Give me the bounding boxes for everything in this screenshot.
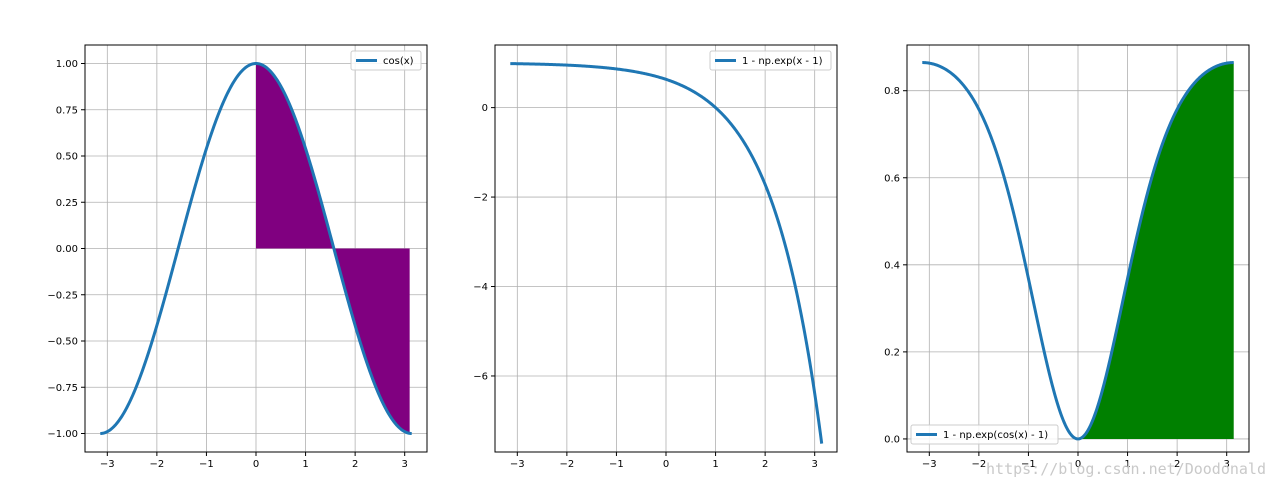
legend-label: cos(x) xyxy=(383,56,414,67)
y-tick-label: −0.50 xyxy=(47,337,78,348)
legend: 1 - np.exp(x - 1) xyxy=(709,50,832,71)
x-tick-label: 2 xyxy=(762,459,768,470)
x-tick-label: −1 xyxy=(199,459,214,470)
y-tick-label: 0.50 xyxy=(56,152,78,163)
legend-box xyxy=(350,50,422,71)
x-tick-label: 3 xyxy=(1224,459,1230,470)
x-tick-label: 3 xyxy=(812,459,818,470)
y-tick-label: −6 xyxy=(473,371,488,382)
y-tick-label: 0.4 xyxy=(884,260,900,271)
y-tick-label: 0.8 xyxy=(884,86,900,97)
x-tick-label: 1 xyxy=(1124,459,1130,470)
subplot-exp-cos: −3 −2 −1 0 1 2 3 0.0 0.2 0.4 0.6 0.8 1 - np.exp(cos(… xyxy=(884,44,1250,470)
x-tick-label: −1 xyxy=(609,459,624,470)
x-tick-label: −2 xyxy=(149,459,164,470)
y-tick-label: 0.6 xyxy=(884,173,900,184)
x-tick-label: 0 xyxy=(253,459,259,470)
x-tick-label: 0 xyxy=(663,459,669,470)
y-tick-label: 0 xyxy=(482,103,488,114)
x-tick-label: −1 xyxy=(1021,459,1036,470)
x-tick-label: −3 xyxy=(922,459,937,470)
y-tick-label: −0.75 xyxy=(47,383,78,394)
y-tick-label: 0.25 xyxy=(56,198,78,209)
x-tick-label: 2 xyxy=(1174,459,1180,470)
x-tick-label: −3 xyxy=(510,459,525,470)
x-tick-label: 0 xyxy=(1075,459,1081,470)
y-tick-label: 0.0 xyxy=(884,434,900,445)
legend-box xyxy=(709,50,832,71)
legend-box xyxy=(910,424,1059,445)
x-tick-label: −2 xyxy=(559,459,574,470)
y-tick-label: 1.00 xyxy=(56,59,78,70)
y-tick-label: −1.00 xyxy=(47,429,78,440)
x-tick-label: 2 xyxy=(352,459,358,470)
y-tick-label: −4 xyxy=(473,282,488,293)
x-tick-label: 3 xyxy=(402,459,408,470)
watermark: https://blog.csdn.net/Doodonald xyxy=(986,460,1266,478)
y-tick-label: 0.00 xyxy=(56,244,78,255)
series-line xyxy=(509,62,824,444)
y-tick-label: −2 xyxy=(473,193,488,204)
series-line xyxy=(99,62,413,435)
legend: 1 - np.exp(cos(x) - 1) xyxy=(910,424,1059,445)
subplot-cos: −3 −2 −1 0 1 2 3 −1.00 −0.75 −0.50 −0.25 0.00 0.25 0.… xyxy=(47,44,428,470)
legend-label: 1 - np.exp(x - 1) xyxy=(742,56,823,67)
y-tick-label: −0.25 xyxy=(47,290,78,301)
subplot-exp: −3 −2 −1 0 1 2 3 −6 −4 −2 0 1 - np.exp(x - 1) xyxy=(473,44,838,470)
x-tick-label: −2 xyxy=(971,459,986,470)
x-tick-label: 1 xyxy=(302,459,308,470)
legend-label: 1 - np.exp(cos(x) - 1) xyxy=(943,430,1048,441)
fill-region xyxy=(1078,62,1234,439)
x-tick-label: 1 xyxy=(712,459,718,470)
y-tick-label: 0.2 xyxy=(884,347,900,358)
legend: cos(x) xyxy=(350,50,422,71)
y-tick-label: 0.75 xyxy=(56,105,78,116)
x-tick-label: −3 xyxy=(100,459,115,470)
series-line xyxy=(921,61,1235,441)
